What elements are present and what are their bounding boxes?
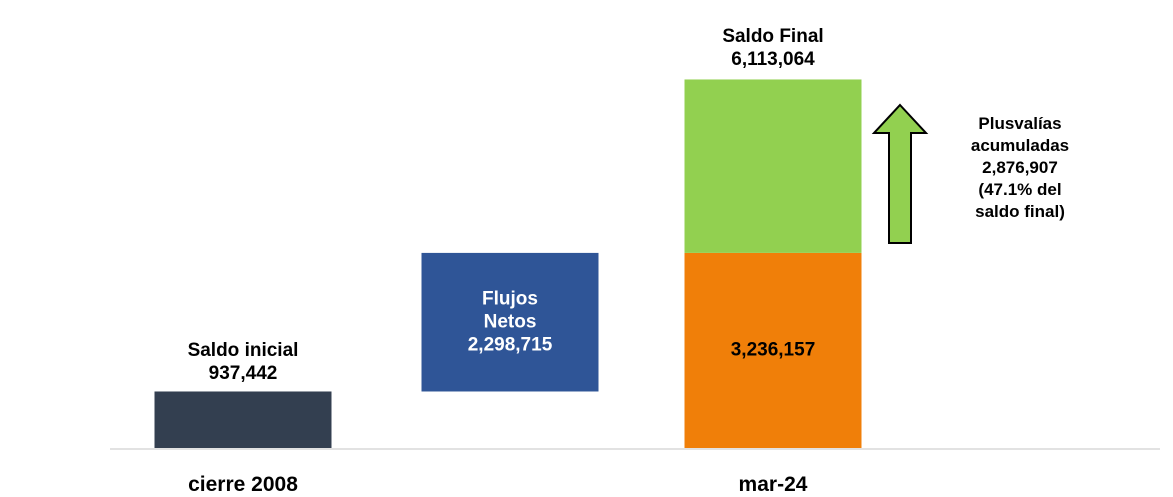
annotation-note: (47.1% del saldo final) [975,180,1065,221]
bar [684,79,862,253]
value-label: 937,442 [208,363,278,385]
total-label: Saldo Final [722,26,824,48]
value-label: 2,298,715 [467,334,553,356]
label-block: Saldo inicial 937,442 [133,339,353,385]
label-block: Saldo Final 6,113,064 [653,25,893,71]
up-arrow [871,103,929,244]
label-block: Flujos Netos 2,298,715 [410,288,610,357]
bar [421,252,599,392]
bar-label: Saldo inicial [187,340,299,362]
x-tick-label: cierre 2008 [188,473,298,496]
annotation-value: 2,876,907 [982,158,1058,177]
value-label: 3,236,157 [730,339,816,361]
label-block: 3,236,157 [663,339,883,362]
total-value: 6,113,064 [731,49,815,71]
bar-label: Flujos Netos [482,288,538,333]
bar [154,391,332,448]
x-tick-label: mar-24 [738,473,808,496]
label-block: Plusvalías acumuladas 2,876,907 (47.1% del… [945,113,1095,223]
annotation-label: Plusvalías acumuladas [970,114,1070,155]
bar [684,252,862,448]
